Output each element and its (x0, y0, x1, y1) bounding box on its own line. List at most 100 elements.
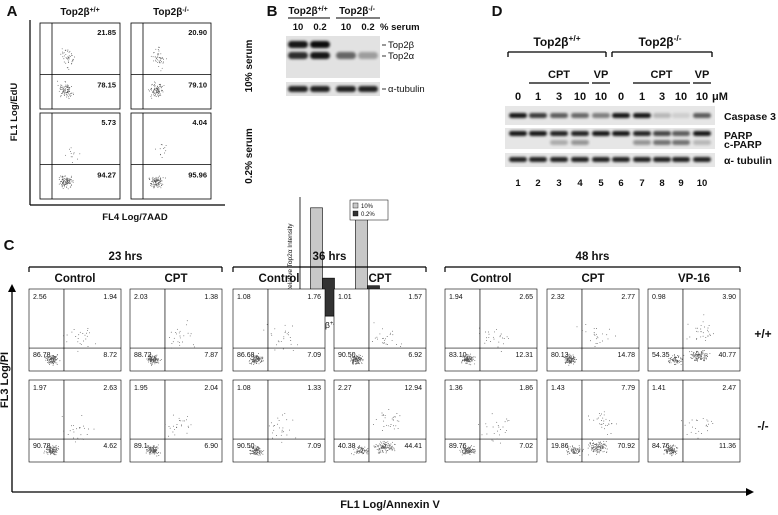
time-label: 36 hrs (313, 251, 347, 263)
event-dot (568, 362, 570, 364)
axis-label: FL1 Log/Annexin V (340, 499, 440, 511)
event-dot (361, 359, 363, 361)
event-dot (63, 175, 65, 177)
event-dot (249, 359, 250, 361)
event-dot (163, 61, 164, 63)
event-dot (154, 86, 156, 88)
event-dot (356, 450, 358, 452)
event-dot (257, 447, 259, 449)
event-dot (53, 359, 55, 360)
event-dot (48, 356, 50, 358)
event-dot (257, 449, 259, 451)
event-dot (676, 359, 678, 361)
event-dot (462, 360, 464, 361)
event-dot (154, 56, 156, 58)
event-dot (146, 358, 148, 360)
event-dot (373, 424, 374, 426)
event-dot (366, 449, 368, 451)
event-dot (158, 87, 160, 89)
event-dot (380, 448, 382, 450)
event-dot (603, 440, 605, 442)
event-dot (358, 446, 360, 448)
event-dot (573, 361, 575, 362)
event-dot (572, 359, 574, 361)
drug-label: CPT (651, 69, 673, 81)
event-dot (274, 349, 276, 351)
event-dot (670, 449, 672, 450)
event-dot (502, 426, 504, 428)
event-dot (62, 56, 64, 58)
event-dot (467, 448, 469, 450)
event-dot (352, 361, 354, 363)
event-dot (86, 332, 88, 334)
event-dot (485, 331, 487, 333)
event-dot (179, 344, 181, 346)
event-dot (362, 360, 364, 362)
event-dot (695, 350, 697, 352)
cytometry-plot (28, 379, 122, 463)
lane-number: 9 (678, 178, 683, 189)
event-dot (597, 445, 599, 447)
event-dot (50, 361, 52, 363)
event-dot (463, 453, 465, 455)
event-dot (276, 423, 278, 425)
blot-band (592, 131, 610, 136)
blot-band (672, 113, 690, 118)
event-dot (152, 362, 154, 363)
event-dot (250, 453, 252, 454)
event-dot (589, 445, 591, 447)
event-dot (154, 184, 156, 186)
event-dot (470, 356, 472, 358)
event-dot (569, 360, 571, 361)
event-dot (574, 360, 576, 362)
legend-box (349, 199, 389, 221)
quadrant-value: 88.72 (134, 352, 152, 359)
row-label: -/- (757, 419, 768, 433)
event-dot (255, 359, 257, 360)
quadrant-value: 0.98 (652, 294, 666, 301)
event-dot (159, 84, 161, 85)
event-dot (47, 445, 49, 447)
event-dot (472, 357, 474, 359)
event-dot (666, 448, 668, 450)
event-dot (358, 358, 360, 360)
blot-band (653, 140, 671, 145)
event-dot (696, 338, 698, 339)
event-dot (52, 453, 54, 454)
event-dot (360, 447, 362, 449)
event-dot (258, 353, 259, 354)
event-dot (153, 185, 155, 187)
event-dot (695, 358, 697, 360)
event-dot (697, 356, 699, 358)
event-dot (160, 87, 162, 89)
event-dot (606, 448, 608, 450)
event-dot (256, 450, 258, 452)
event-dot (601, 340, 603, 342)
event-dot (51, 451, 53, 453)
column-header: CPT (165, 273, 188, 285)
event-dot (256, 359, 258, 361)
event-dot (73, 424, 74, 426)
event-dot (261, 358, 263, 360)
event-dot (56, 364, 58, 366)
event-dot (162, 58, 164, 60)
event-dot (253, 362, 255, 364)
event-dot (157, 54, 159, 56)
event-dot (679, 360, 681, 362)
event-dot (156, 455, 158, 457)
quadrant-value: 2.77 (621, 294, 635, 301)
event-dot (69, 56, 71, 58)
blot-band (288, 86, 308, 92)
event-dot (593, 333, 595, 335)
event-dot (352, 357, 354, 359)
event-dot (172, 414, 174, 416)
event-dot (358, 450, 360, 452)
event-dot (359, 359, 361, 361)
event-dot (82, 438, 84, 440)
event-dot (157, 361, 159, 363)
event-dot (498, 426, 500, 428)
event-dot (154, 89, 156, 91)
event-dot (160, 187, 162, 189)
event-dot (677, 362, 679, 364)
event-dot (695, 327, 697, 329)
